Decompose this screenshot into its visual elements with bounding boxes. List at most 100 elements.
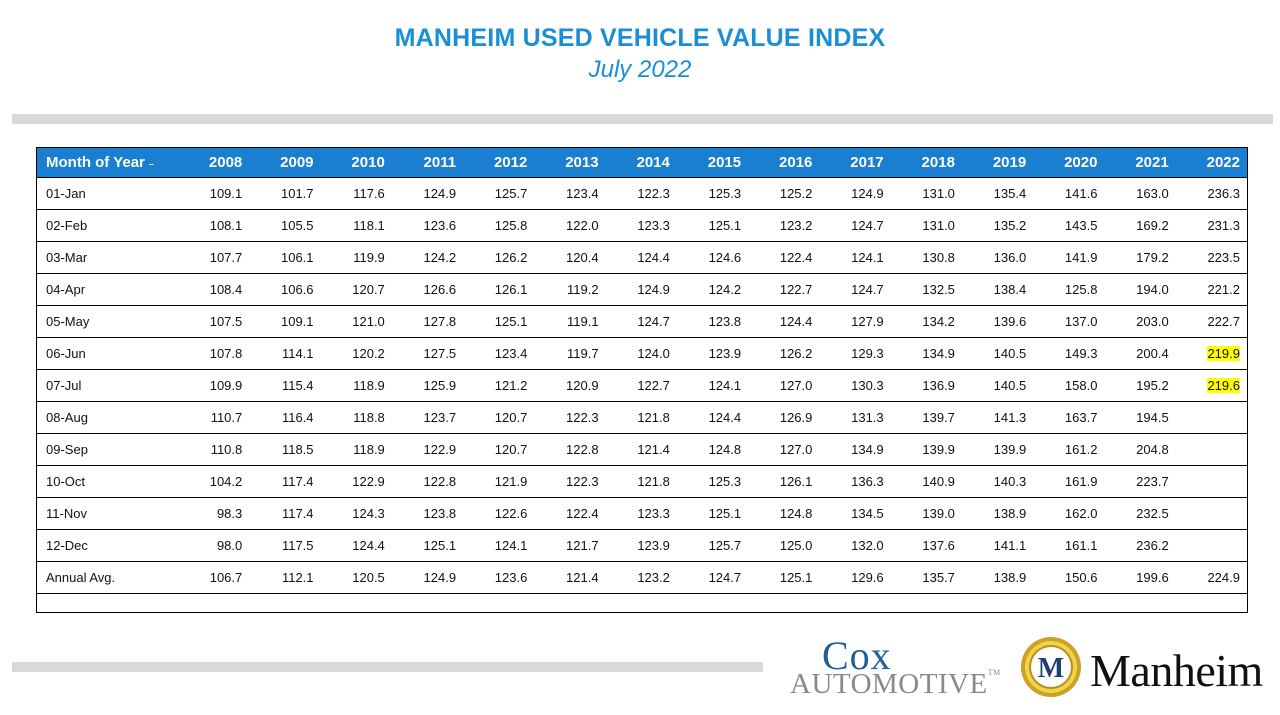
row-label-cell: 01-Jan <box>37 177 178 210</box>
value-cell: 117.4 <box>249 465 321 498</box>
empty-table-row <box>37 593 1247 612</box>
value-cell: 112.1 <box>249 561 321 594</box>
value-cell: 121.2 <box>463 369 535 402</box>
value-cell: 137.0 <box>1033 305 1105 338</box>
value-cell: 139.0 <box>890 497 962 530</box>
value-cell: 98.3 <box>178 497 250 530</box>
column-header-month[interactable]: Month of Year – <box>37 148 178 178</box>
value-cell: 126.1 <box>463 273 535 306</box>
value-cell: 124.7 <box>819 273 891 306</box>
value-cell: 124.7 <box>676 561 749 594</box>
value-cell: 98.0 <box>178 529 250 562</box>
value-cell: 124.9 <box>391 177 464 210</box>
value-cell: 179.2 <box>1104 241 1176 274</box>
value-cell: 119.7 <box>534 337 606 370</box>
value-cell: 162.0 <box>1033 497 1105 530</box>
value-cell: 131.0 <box>890 177 962 210</box>
value-cell: 122.3 <box>605 177 677 210</box>
value-cell: 222.7 <box>1175 305 1247 338</box>
column-header-year: 2018 <box>890 148 962 178</box>
value-cell: 104.2 <box>178 465 250 498</box>
cox-logo-subword: AUTOMOTIVETM <box>790 668 1001 701</box>
value-cell: 109.1 <box>178 177 250 210</box>
row-label-cell: Annual Avg. <box>37 561 178 594</box>
value-cell: 129.6 <box>819 561 891 594</box>
value-cell <box>1175 433 1247 466</box>
value-cell: 123.8 <box>676 305 749 338</box>
value-cell: 126.1 <box>748 465 820 498</box>
value-cell: 119.2 <box>534 273 606 306</box>
value-cell: 110.8 <box>178 433 250 466</box>
filter-dropdown-icon[interactable]: – <box>148 159 154 169</box>
value-cell: 125.8 <box>1033 273 1105 306</box>
value-cell: 109.9 <box>178 369 250 402</box>
value-cell: 123.2 <box>748 209 820 242</box>
value-cell: 121.7 <box>534 529 606 562</box>
value-cell: 119.9 <box>320 241 392 274</box>
value-cell: 203.0 <box>1104 305 1176 338</box>
value-cell: 124.2 <box>391 241 464 274</box>
value-cell: 161.1 <box>1033 529 1105 562</box>
value-cell: 134.9 <box>890 337 962 370</box>
value-cell: 124.7 <box>819 209 891 242</box>
table-row: 11-Nov 98.3 117.4 124.3 123.8 122.6 122.4 123.3… <box>37 497 1247 530</box>
value-cell: 129.3 <box>819 337 891 370</box>
value-cell: 122.8 <box>534 433 606 466</box>
value-cell: 141.1 <box>961 529 1034 562</box>
value-cell: 124.9 <box>605 273 677 306</box>
value-cell: 158.0 <box>1033 369 1105 402</box>
page-subtitle: July 2022 <box>588 56 692 83</box>
value-cell: 126.9 <box>748 401 820 434</box>
column-header-year: 2010 <box>320 148 392 178</box>
column-header-year: 2009 <box>249 148 321 178</box>
value-cell: 139.6 <box>961 305 1034 338</box>
row-label-cell: 03-Mar <box>37 241 178 274</box>
row-label-cell: 04-Apr <box>37 273 178 306</box>
manheim-logo: M Manheim <box>1018 634 1280 704</box>
manheim-emblem-letter: M <box>1038 653 1064 684</box>
column-header-year: 2021 <box>1104 148 1176 178</box>
table-row: 09-Sep 110.8 118.5 118.9 122.9 120.7 122.8 121.… <box>37 433 1247 466</box>
value-cell: 106.6 <box>249 273 321 306</box>
value-cell: 124.4 <box>320 529 392 562</box>
value-cell: 107.5 <box>178 305 250 338</box>
value-cell: 126.2 <box>748 337 820 370</box>
value-cell: 123.4 <box>534 177 606 210</box>
value-cell: 116.4 <box>249 401 321 434</box>
column-header-year: 2022 <box>1175 148 1247 178</box>
value-cell: 131.0 <box>890 209 962 242</box>
value-cell: 161.9 <box>1033 465 1105 498</box>
column-header-year: 2019 <box>961 148 1034 178</box>
table-row: 12-Dec 98.0 117.5 124.4 125.1 124.1 121.7 123.9… <box>37 529 1247 562</box>
value-cell: 130.3 <box>819 369 891 402</box>
value-cell: 141.6 <box>1033 177 1105 210</box>
row-label-cell: 06-Jun <box>37 337 178 370</box>
value-cell <box>1175 465 1247 498</box>
value-cell: 134.2 <box>890 305 962 338</box>
row-label-cell: 10-Oct <box>37 465 178 498</box>
value-cell: 124.9 <box>391 561 464 594</box>
value-cell: 141.9 <box>1033 241 1105 274</box>
value-cell: 150.6 <box>1033 561 1105 594</box>
value-cell: 124.1 <box>819 241 891 274</box>
value-cell: 236.2 <box>1104 529 1176 562</box>
value-cell: 118.1 <box>320 209 392 242</box>
value-cell: 126.6 <box>391 273 464 306</box>
value-cell: 121.0 <box>320 305 392 338</box>
cox-logo-automotive: AUTOMOTIVE <box>790 668 988 700</box>
column-header-year: 2008 <box>178 148 250 178</box>
value-cell: 125.3 <box>676 177 749 210</box>
column-header-year: 2012 <box>463 148 535 178</box>
value-cell: 139.9 <box>890 433 962 466</box>
value-cell: 118.8 <box>320 401 392 434</box>
value-cell <box>1175 529 1247 562</box>
value-cell: 136.9 <box>890 369 962 402</box>
value-cell: 140.9 <box>890 465 962 498</box>
value-cell: 143.5 <box>1033 209 1105 242</box>
value-cell: 117.6 <box>320 177 392 210</box>
value-cell: 138.9 <box>961 497 1034 530</box>
value-cell: 199.6 <box>1104 561 1176 594</box>
column-header-year: 2017 <box>819 148 891 178</box>
value-cell: 105.5 <box>249 209 321 242</box>
value-cell: 118.9 <box>320 433 392 466</box>
